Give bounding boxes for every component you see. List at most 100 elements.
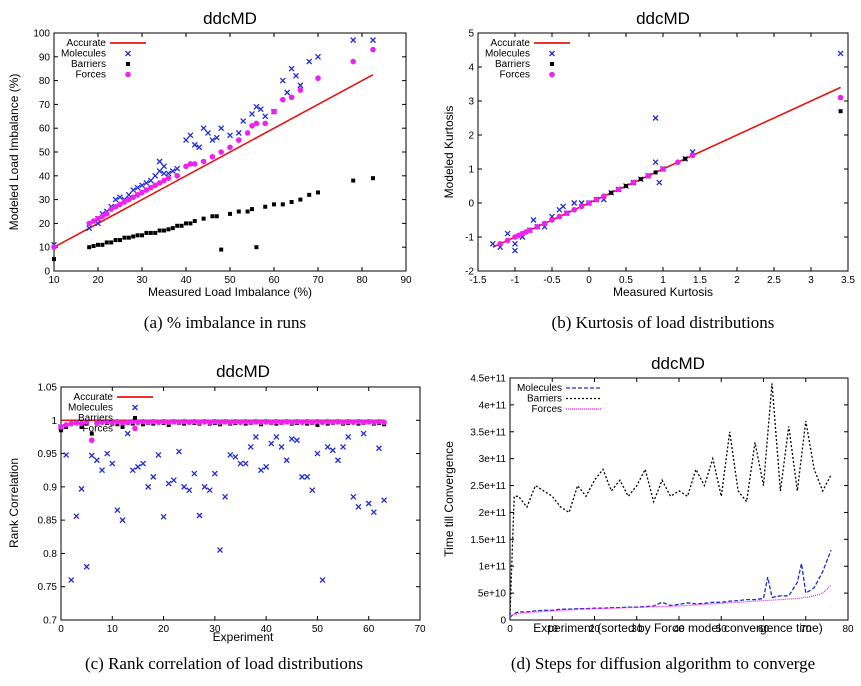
data-point [504, 237, 511, 244]
y-axis-label: Modeled Kurtosis [442, 106, 456, 199]
data-point [571, 207, 577, 213]
data-point [593, 196, 600, 203]
x-tick-label: 90 [400, 275, 412, 286]
data-point [145, 419, 151, 426]
data-point [130, 194, 136, 201]
data-point [118, 238, 122, 243]
data-point [148, 184, 154, 191]
data-point [381, 497, 388, 504]
legend-label: Forces [75, 70, 106, 81]
y-tick-label: 0 [500, 616, 506, 627]
x-tick-label: 0.5 [619, 275, 633, 286]
data-point [288, 419, 295, 426]
data-point [170, 477, 177, 484]
data-point [87, 245, 92, 250]
data-point [630, 179, 637, 186]
data-point [169, 168, 176, 174]
chart-title: ddcMD [636, 9, 690, 28]
data-point [262, 113, 269, 120]
data-point [268, 440, 275, 447]
data-point [319, 577, 326, 584]
data-point [126, 235, 131, 240]
x-tick-label: 1 [660, 275, 666, 286]
series-forces [51, 46, 376, 250]
legend-label: Molecules [68, 403, 113, 414]
data-point [112, 203, 119, 210]
x-tick-label: 60 [758, 624, 770, 635]
data-point [165, 480, 172, 487]
data-point [148, 230, 153, 235]
data-point [52, 257, 56, 262]
data-point [263, 463, 270, 470]
data-point [324, 418, 331, 425]
legend-swatch [125, 50, 131, 57]
y-tick-label: 0.85 [38, 516, 58, 527]
data-point [253, 120, 260, 127]
data-point [297, 82, 304, 89]
data-point [218, 149, 224, 155]
data-point [228, 211, 232, 216]
data-point [78, 420, 85, 427]
data-point [201, 483, 208, 490]
data-point [210, 214, 215, 219]
data-point [289, 199, 294, 204]
data-point [504, 230, 511, 237]
data-point [109, 460, 116, 467]
data-point [355, 418, 362, 425]
data-point [549, 217, 555, 223]
x-tick-label: 40 [180, 275, 192, 286]
data-point [191, 418, 198, 425]
data-point [196, 419, 203, 426]
y-tick-label: 1.5e+11 [470, 535, 506, 546]
data-point [88, 452, 95, 459]
data-point [96, 242, 100, 247]
data-point [125, 191, 132, 198]
data-point [119, 420, 126, 426]
data-point [109, 240, 114, 245]
data-point [213, 134, 220, 141]
y-axis-label: Modeled Load Imbalance (%) [7, 74, 21, 231]
data-point [78, 485, 85, 492]
panel-caption: (a) % imbalance in runs [144, 313, 306, 332]
data-point [160, 418, 167, 425]
data-point [191, 470, 198, 477]
data-point [335, 418, 341, 425]
series-molecules [509, 549, 832, 618]
data-point [140, 233, 144, 238]
data-point [68, 420, 75, 427]
data-point [134, 192, 141, 198]
data-point [112, 196, 119, 203]
data-point [134, 184, 141, 191]
panel-caption: (d) Steps for diffusion algorithm to con… [511, 654, 815, 673]
data-point [73, 513, 80, 520]
data-point [119, 517, 126, 524]
data-point [245, 209, 250, 214]
data-point [140, 460, 147, 467]
data-point [279, 77, 286, 84]
data-point [240, 118, 247, 125]
y-tick-label: 70 [39, 100, 51, 111]
data-point [615, 186, 622, 193]
data-point [236, 137, 242, 143]
data-point [250, 207, 254, 212]
y-tick-label: 5 [468, 29, 474, 40]
x-axis-label: Experiment [213, 630, 274, 644]
y-tick-label: 2 [468, 131, 474, 142]
data-point [838, 109, 843, 114]
data-point [156, 180, 163, 186]
data-point [653, 170, 658, 175]
x-axis-label: Measured Kurtosis [613, 285, 713, 299]
data-point [497, 241, 504, 247]
legend-label: Barriers [527, 394, 562, 405]
x-tick-label: 50 [312, 624, 324, 635]
data-point [316, 190, 320, 195]
data-point [556, 213, 563, 220]
data-point [63, 422, 69, 428]
panel-caption: (b) Kurtosis of load distributions [552, 313, 775, 332]
data-point [340, 443, 347, 450]
series-accurate [53, 73, 374, 248]
data-point [135, 419, 141, 426]
data-point [83, 563, 90, 570]
data-point [258, 467, 264, 474]
